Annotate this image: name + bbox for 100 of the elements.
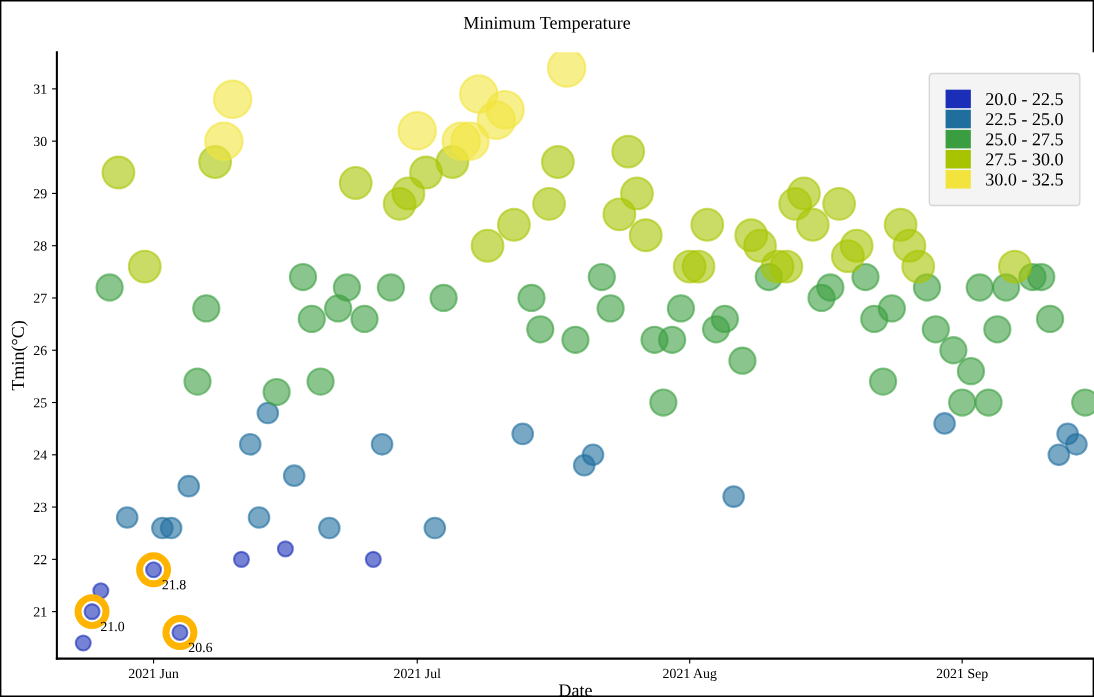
point	[602, 197, 637, 232]
point	[587, 262, 616, 292]
point	[95, 273, 124, 302]
point	[350, 304, 379, 334]
legend-label: 25.0 - 27.5	[986, 133, 1063, 146]
point	[901, 249, 936, 284]
point	[127, 249, 162, 284]
point	[262, 377, 291, 407]
point	[743, 228, 777, 263]
point	[921, 315, 950, 344]
point	[282, 464, 306, 488]
point	[851, 262, 880, 292]
point	[276, 540, 294, 558]
point	[997, 249, 1032, 284]
point	[983, 315, 1012, 344]
x-tick-label: 2021 Aug	[663, 668, 717, 681]
annotation: 21.8	[162, 580, 186, 590]
point	[839, 228, 874, 263]
point	[324, 294, 353, 323]
point	[297, 304, 326, 334]
point	[364, 550, 382, 568]
point	[540, 145, 575, 179]
legend-label: 27.5 - 30.0	[986, 153, 1063, 166]
point	[409, 155, 443, 190]
point	[620, 176, 654, 211]
x-tick-label: 2021 Sep	[936, 668, 988, 681]
point	[306, 367, 335, 396]
point	[1027, 262, 1056, 292]
y-tick-label: 26	[33, 345, 47, 356]
point	[795, 207, 830, 242]
point	[370, 433, 394, 456]
point	[376, 273, 406, 302]
point	[681, 249, 716, 284]
point	[933, 412, 956, 435]
legend-label: 22.5 - 25.0	[986, 113, 1063, 126]
point	[511, 422, 535, 446]
point	[423, 516, 447, 540]
point	[965, 273, 994, 302]
y-axis-title: Tmin(°C)	[11, 321, 28, 391]
point	[256, 401, 280, 425]
point	[74, 634, 92, 652]
point	[948, 388, 977, 417]
y-tick-label: 25	[33, 398, 47, 408]
chart-title: Minimum Temperature	[463, 16, 631, 33]
point	[115, 506, 139, 529]
point	[816, 273, 845, 302]
y-tick-label: 29	[33, 189, 47, 199]
point	[581, 443, 605, 467]
point	[974, 388, 1003, 417]
point	[710, 304, 739, 334]
point	[517, 283, 546, 313]
point	[192, 294, 221, 323]
point	[204, 121, 244, 161]
y-tick-label: 27	[33, 293, 47, 303]
y-tick-label: 28	[33, 241, 47, 251]
y-tick-label: 21	[33, 607, 47, 617]
point	[561, 325, 590, 354]
point	[526, 315, 555, 344]
point	[101, 155, 136, 190]
y-tick-label: 31	[33, 84, 47, 94]
point	[532, 186, 567, 221]
point	[1035, 304, 1065, 334]
point	[628, 218, 663, 253]
point	[822, 186, 857, 221]
point	[868, 367, 898, 396]
point	[722, 485, 745, 508]
y-tick-label: 30	[33, 136, 47, 147]
point	[332, 273, 362, 302]
x-tick-label: 2021 Jun	[128, 668, 179, 679]
point	[877, 294, 906, 323]
legend-label: 20.0 - 22.5	[986, 93, 1063, 106]
point	[596, 294, 625, 323]
point	[649, 388, 678, 417]
point	[1047, 443, 1071, 467]
point	[247, 506, 271, 529]
y-tick-label: 24	[33, 450, 47, 460]
point	[939, 336, 968, 365]
y-tick-label: 22	[33, 554, 47, 565]
point	[318, 516, 341, 540]
point	[450, 121, 490, 161]
point	[657, 325, 687, 354]
point	[397, 110, 437, 151]
x-axis-title: Date	[558, 684, 592, 697]
point	[1065, 433, 1088, 456]
point	[728, 346, 757, 375]
point	[338, 166, 373, 200]
point	[177, 474, 201, 498]
point	[956, 357, 986, 386]
legend-label: 30.0 - 32.5	[986, 173, 1063, 186]
point	[288, 262, 318, 292]
point	[159, 516, 183, 540]
x-tick-label: 2021 Jul	[394, 668, 441, 679]
point	[238, 433, 262, 456]
point	[769, 249, 804, 284]
point	[183, 367, 212, 396]
point	[690, 207, 725, 242]
point	[787, 176, 821, 211]
point	[611, 134, 646, 169]
point	[485, 90, 525, 130]
point	[470, 228, 505, 263]
